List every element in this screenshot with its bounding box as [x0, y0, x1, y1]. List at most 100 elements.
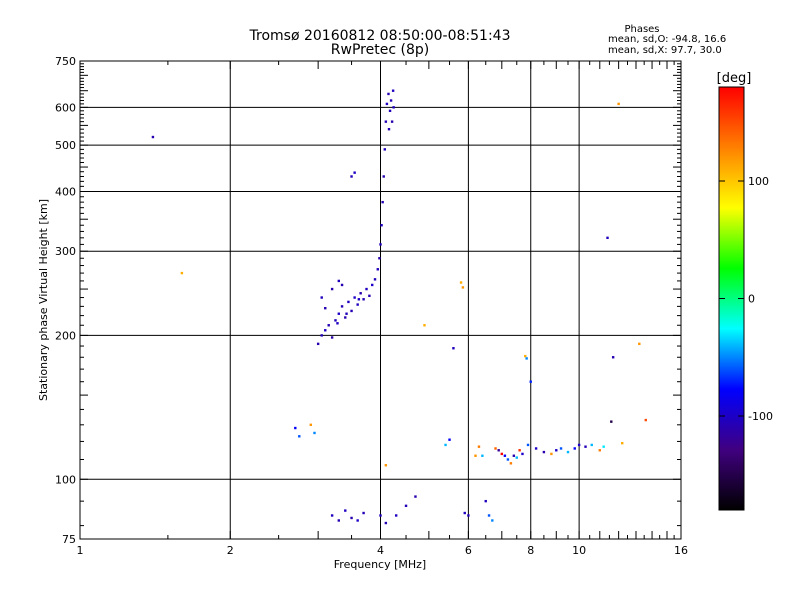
data-point: [379, 514, 382, 517]
data-point: [494, 447, 497, 450]
y-tick-label: 500: [55, 139, 76, 152]
data-point: [337, 279, 341, 283]
data-points: [151, 89, 647, 525]
data-point: [506, 458, 510, 461]
y-axis-label: Stationary phase Virtual Height [km]: [37, 199, 50, 401]
data-point: [559, 447, 563, 450]
data-point: [521, 452, 524, 456]
data-point: [515, 456, 518, 459]
x-tick-label: 1: [77, 544, 84, 557]
stats-line-x: mean, sd,X: 97.7, 30.0: [608, 45, 722, 56]
data-point: [392, 106, 395, 109]
data-point: [550, 452, 553, 456]
data-point: [381, 200, 384, 204]
data-point: [350, 309, 353, 313]
data-point: [644, 418, 647, 422]
chart-subtitle: RwPretec (8p): [331, 42, 429, 58]
stats-heading: Phases: [624, 24, 659, 35]
data-point: [334, 319, 337, 322]
colorbar-title: [deg]: [717, 71, 752, 86]
x-tick-label: 10: [572, 544, 586, 557]
data-point: [391, 89, 395, 92]
data-point: [327, 324, 330, 327]
data-point: [566, 450, 570, 454]
data-point: [590, 443, 593, 447]
data-point: [414, 495, 417, 498]
data-point: [330, 287, 334, 291]
data-point: [525, 357, 528, 360]
x-tick-labels: 1 2 4 6 8 10 16: [77, 544, 689, 557]
data-point: [356, 303, 359, 306]
data-point: [365, 287, 368, 291]
x-tick-label: 2: [227, 544, 234, 557]
data-point: [345, 312, 348, 315]
data-point: [340, 283, 344, 287]
x-tick-label: 4: [377, 544, 384, 557]
y-tick-label: 75: [62, 533, 76, 546]
stats-line-o: mean, sd,O: -94.8, 16.6: [608, 34, 726, 45]
data-point: [384, 120, 388, 123]
data-point: [509, 462, 513, 465]
data-point: [320, 296, 323, 299]
data-point: [573, 447, 576, 450]
data-point: [621, 441, 624, 445]
data-point: [611, 356, 615, 359]
data-point: [344, 316, 347, 319]
x-tick-label: 6: [465, 544, 472, 557]
y-tick-label: 200: [55, 329, 76, 342]
y-tick-label: 300: [55, 245, 76, 258]
data-point: [387, 127, 391, 131]
data-point: [320, 334, 323, 337]
data-point: [294, 426, 297, 430]
data-point: [518, 449, 521, 452]
data-point: [577, 443, 581, 447]
data-point: [298, 435, 301, 438]
data-point: [500, 452, 504, 456]
data-point: [481, 454, 484, 457]
grid-lines: [80, 61, 681, 539]
data-point: [491, 519, 494, 522]
data-point: [388, 109, 392, 113]
data-point: [344, 509, 347, 512]
data-point: [353, 296, 356, 299]
data-point: [357, 298, 361, 301]
data-point: [484, 499, 487, 503]
colorbar-tick-label: -100: [748, 410, 773, 423]
data-point: [353, 171, 356, 174]
axes: [79, 60, 682, 540]
data-point: [362, 511, 365, 515]
data-point: [330, 336, 334, 339]
y-tick-label: 400: [55, 185, 76, 198]
data-point: [461, 286, 465, 289]
data-point: [529, 380, 532, 383]
x-tick-label: 8: [527, 544, 534, 557]
data-point: [337, 312, 341, 315]
data-point: [356, 519, 359, 522]
data-point: [340, 305, 344, 308]
y-tick-labels: 75 100 200 300 400 500 600 750: [55, 55, 76, 546]
data-point: [477, 445, 481, 448]
data-point: [359, 292, 362, 295]
data-point: [542, 450, 546, 454]
data-point: [347, 300, 350, 304]
data-point: [382, 175, 385, 178]
y-tick-label: 750: [55, 55, 76, 68]
x-axis-label: Frequency [MHz]: [334, 558, 426, 571]
data-point: [512, 454, 516, 457]
data-point: [362, 298, 365, 301]
colorbar-tick-label: 0: [748, 293, 755, 306]
y-tick-label: 100: [55, 473, 76, 486]
data-point: [617, 102, 620, 106]
data-point: [584, 445, 587, 448]
data-point: [524, 354, 527, 358]
data-point: [383, 148, 386, 151]
data-point: [368, 294, 371, 298]
data-point: [602, 445, 605, 448]
data-point: [350, 516, 353, 520]
x-tick-label: 16: [674, 544, 688, 557]
data-point: [385, 102, 389, 106]
data-point: [503, 454, 507, 457]
data-point: [330, 514, 334, 517]
data-point: [390, 120, 394, 123]
